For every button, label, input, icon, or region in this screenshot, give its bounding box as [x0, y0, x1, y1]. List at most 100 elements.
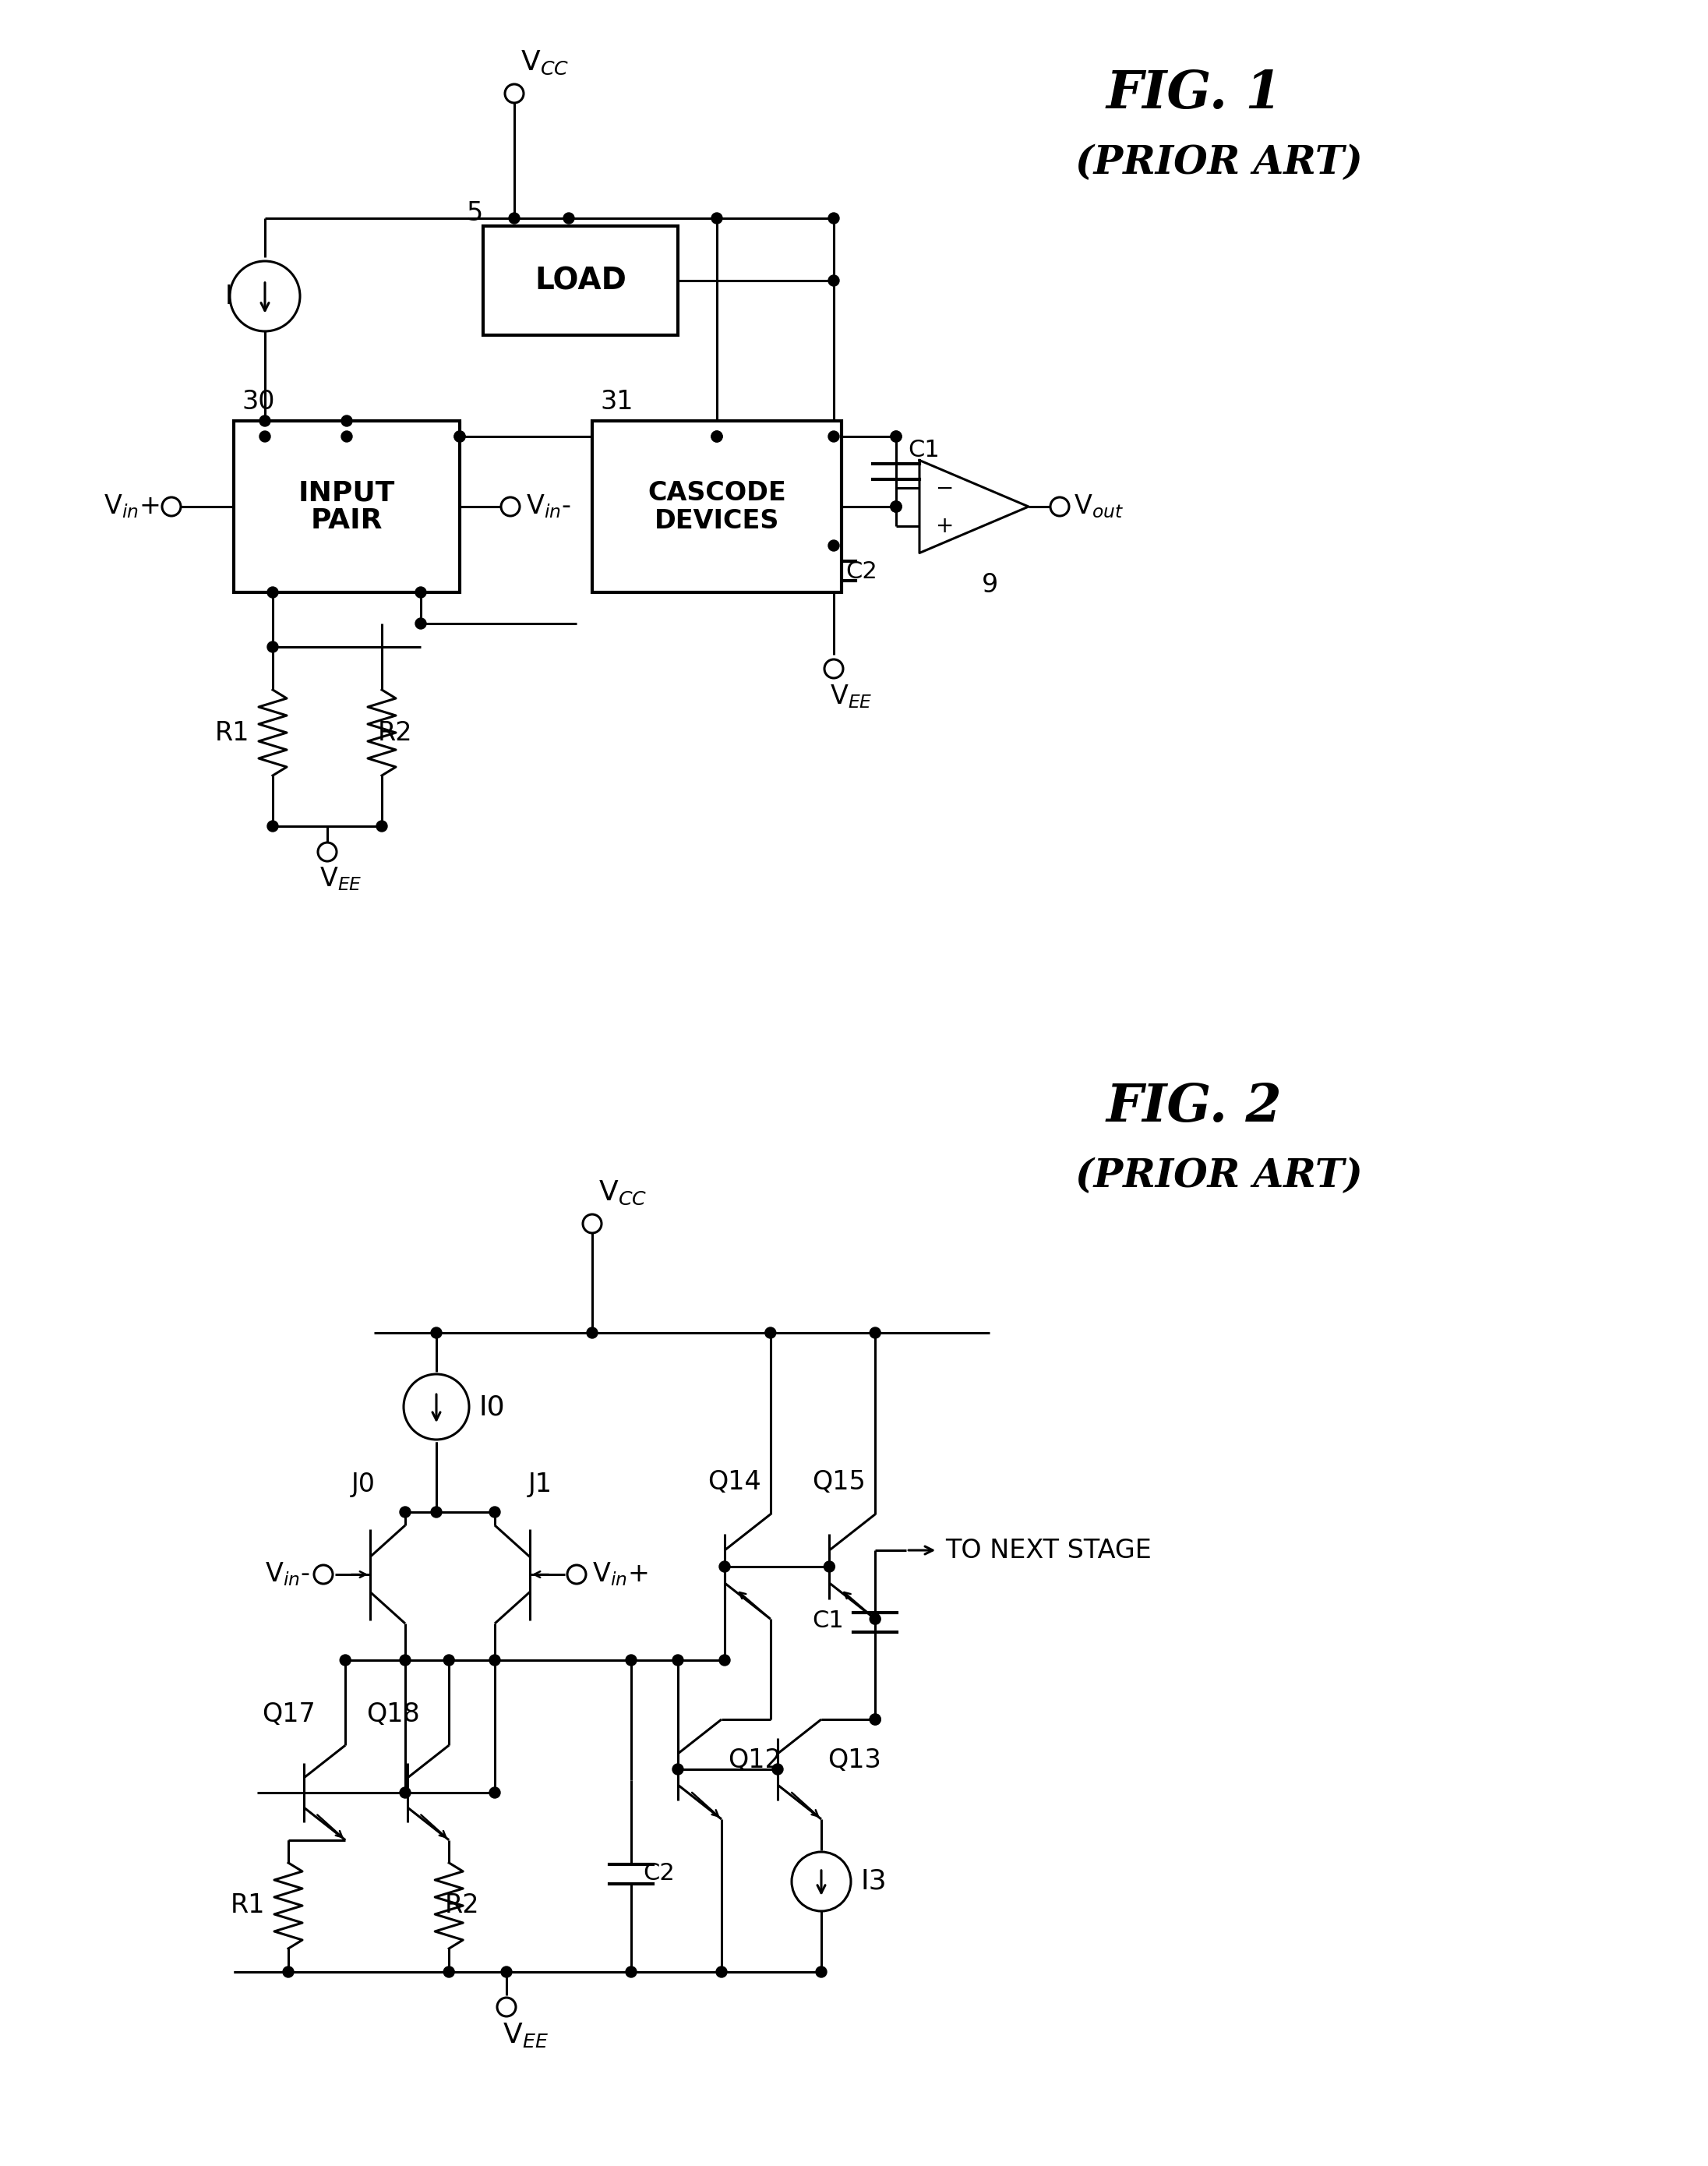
Text: DEVICES: DEVICES	[654, 507, 779, 533]
Circle shape	[415, 587, 427, 598]
Circle shape	[260, 431, 270, 442]
Text: $+$: $+$	[936, 516, 953, 537]
Circle shape	[266, 821, 278, 832]
Circle shape	[400, 1508, 410, 1518]
Circle shape	[890, 500, 902, 511]
Circle shape	[772, 1763, 782, 1774]
Bar	[483, 225, 678, 336]
Circle shape	[712, 212, 722, 223]
Circle shape	[673, 1655, 683, 1666]
Circle shape	[260, 416, 270, 427]
Circle shape	[376, 821, 388, 832]
Circle shape	[828, 431, 839, 442]
Circle shape	[497, 1997, 516, 2017]
Circle shape	[500, 1967, 512, 1978]
Circle shape	[825, 658, 844, 678]
Circle shape	[340, 1655, 350, 1666]
Text: V$_{EE}$: V$_{EE}$	[830, 682, 873, 710]
Circle shape	[314, 1566, 333, 1583]
Text: 31: 31	[600, 390, 634, 414]
Text: J1: J1	[528, 1471, 552, 1497]
Text: V$_{in}$-: V$_{in}$-	[265, 1562, 311, 1588]
Text: J0: J0	[352, 1471, 376, 1497]
Circle shape	[488, 1787, 500, 1798]
Circle shape	[500, 498, 519, 516]
Text: Q12: Q12	[728, 1748, 782, 1772]
Text: C1: C1	[907, 438, 939, 461]
Text: V$_{in}$+: V$_{in}$+	[104, 494, 161, 520]
Circle shape	[712, 431, 722, 442]
Circle shape	[823, 1562, 835, 1573]
Circle shape	[716, 1967, 728, 1978]
Text: Q15: Q15	[813, 1469, 866, 1495]
Circle shape	[582, 1215, 601, 1232]
Text: I0: I0	[480, 1393, 506, 1421]
Circle shape	[890, 431, 902, 442]
Circle shape	[400, 1655, 410, 1666]
Circle shape	[400, 1787, 410, 1798]
Text: (PRIOR ART): (PRIOR ART)	[1076, 145, 1363, 182]
Circle shape	[444, 1967, 454, 1978]
Text: V$_{CC}$: V$_{CC}$	[521, 50, 569, 76]
Circle shape	[454, 431, 465, 442]
Circle shape	[403, 1373, 470, 1440]
Text: TO NEXT STAGE: TO NEXT STAGE	[945, 1538, 1151, 1564]
Text: LOAD: LOAD	[535, 266, 627, 295]
Circle shape	[266, 587, 278, 598]
Circle shape	[890, 500, 902, 511]
Text: R2: R2	[377, 719, 413, 745]
Text: Q18: Q18	[366, 1702, 420, 1728]
Bar	[593, 420, 842, 591]
Circle shape	[564, 212, 574, 223]
Text: R1: R1	[215, 719, 249, 745]
Circle shape	[828, 275, 839, 286]
Circle shape	[342, 416, 352, 427]
Text: C2: C2	[845, 561, 878, 583]
Text: FIG. 1: FIG. 1	[1107, 67, 1283, 119]
Circle shape	[488, 1508, 500, 1518]
Circle shape	[454, 431, 465, 442]
Text: V$_{out}$: V$_{out}$	[1074, 494, 1124, 520]
Circle shape	[890, 500, 902, 511]
Circle shape	[869, 1713, 881, 1724]
Text: R1: R1	[231, 1893, 265, 1919]
Text: PAIR: PAIR	[311, 507, 383, 533]
Circle shape	[506, 84, 524, 102]
Text: 5: 5	[466, 199, 483, 225]
Text: 9: 9	[982, 572, 999, 598]
Text: 30: 30	[241, 390, 275, 414]
Circle shape	[625, 1655, 637, 1666]
Circle shape	[588, 1328, 598, 1339]
Circle shape	[1050, 498, 1069, 516]
Circle shape	[673, 1763, 683, 1774]
Circle shape	[430, 1328, 442, 1339]
Text: INPUT: INPUT	[299, 479, 395, 507]
Text: CASCODE: CASCODE	[647, 479, 786, 505]
Circle shape	[488, 1655, 500, 1666]
Circle shape	[712, 431, 722, 442]
Circle shape	[567, 1566, 586, 1583]
Text: V$_{in}$+: V$_{in}$+	[593, 1562, 647, 1588]
Circle shape	[869, 1713, 881, 1724]
Text: $-$: $-$	[936, 477, 953, 498]
Text: C1: C1	[813, 1609, 844, 1631]
Circle shape	[828, 539, 839, 550]
Text: (PRIOR ART): (PRIOR ART)	[1076, 1159, 1363, 1196]
Text: V$_{in}$-: V$_{in}$-	[526, 494, 570, 520]
Circle shape	[625, 1967, 637, 1978]
Circle shape	[719, 1655, 729, 1666]
Circle shape	[318, 843, 336, 862]
Text: V$_{CC}$: V$_{CC}$	[598, 1178, 647, 1206]
Bar	[234, 420, 459, 591]
Text: FIG. 2: FIG. 2	[1107, 1081, 1283, 1133]
Circle shape	[869, 1614, 881, 1624]
Circle shape	[509, 212, 519, 223]
Text: Q13: Q13	[827, 1748, 881, 1772]
Circle shape	[162, 498, 181, 516]
Text: V$_{EE}$: V$_{EE}$	[319, 864, 362, 892]
Circle shape	[266, 641, 278, 652]
Circle shape	[765, 1328, 775, 1339]
Circle shape	[231, 262, 301, 331]
Text: I0: I0	[225, 284, 249, 310]
Circle shape	[342, 431, 352, 442]
